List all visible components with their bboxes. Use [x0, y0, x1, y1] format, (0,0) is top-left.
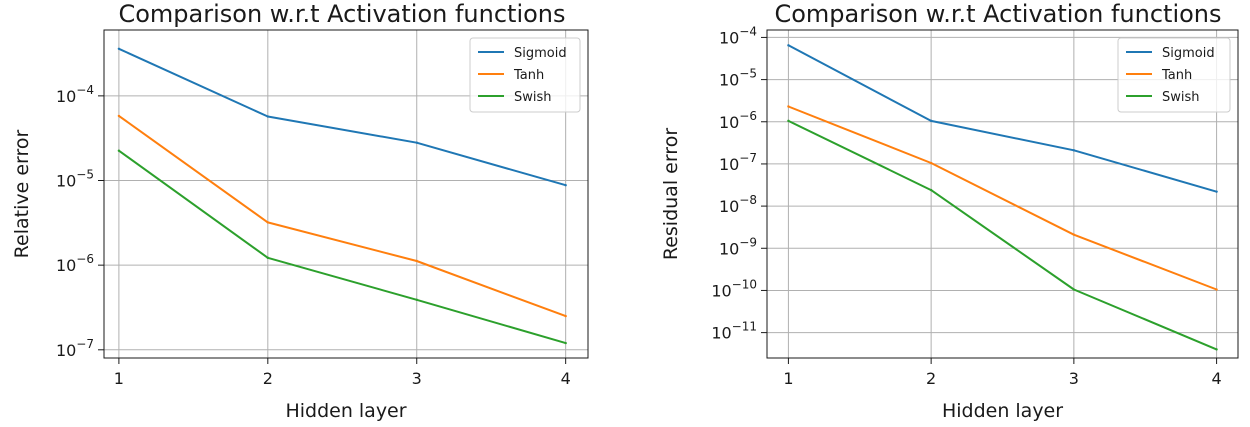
data-point-sigmoid	[266, 115, 270, 118]
y-tick-label: 10−4	[56, 83, 94, 106]
data-point-tanh	[266, 221, 270, 224]
y-tick-exponent: −9	[739, 235, 757, 249]
x-tick-label: 2	[263, 369, 273, 388]
legend-label-tanh: Tanh	[513, 68, 544, 83]
legend: Sigmoid Tanh Swish	[469, 37, 581, 113]
data-point-sigmoid	[787, 44, 790, 47]
x-tick-label: 3	[412, 369, 422, 388]
y-tick-base: 10	[56, 341, 76, 360]
data-point-tanh	[787, 105, 790, 108]
y-tick-exponent: −4	[76, 83, 94, 97]
y-tick-label: 10−6	[719, 109, 757, 132]
legend-label-sigmoid: Sigmoid	[1162, 46, 1215, 61]
y-tick-base: 10	[56, 172, 76, 191]
data-point-sigmoid	[1215, 190, 1218, 193]
data-point-tanh	[117, 114, 121, 118]
y-tick-label: 10−9	[719, 235, 757, 258]
y-tick-exponent: −11	[732, 320, 757, 334]
y-tick-label: 10−8	[719, 193, 757, 216]
plot-frame	[766, 29, 1239, 359]
y-tick-base: 10	[719, 155, 739, 174]
data-point-tanh	[415, 259, 418, 263]
chart-title: Comparison w.r.t Activation functions	[774, 0, 1221, 28]
data-point-sigmoid	[117, 47, 121, 50]
chart-title: Comparison w.r.t Activation functions	[118, 0, 565, 28]
data-point-swish	[117, 149, 121, 152]
y-tick-exponent: −10	[732, 277, 757, 291]
y-tick-exponent: −8	[739, 193, 757, 207]
legend-box	[469, 37, 581, 113]
data-point-swish	[787, 119, 790, 123]
y-tick-exponent: −4	[739, 24, 757, 38]
data-point-tanh	[1072, 233, 1076, 236]
data-point-swish	[266, 256, 270, 260]
y-tick-label: 10−5	[719, 67, 757, 90]
y-tick-base: 10	[719, 28, 739, 47]
y-tick-base: 10	[56, 87, 76, 106]
data-point-swish	[1215, 348, 1218, 351]
y-tick-exponent: −6	[76, 252, 94, 266]
series-line-sigmoid	[787, 44, 1217, 193]
x-tick-label: 1	[783, 369, 793, 388]
x-tick-label: 2	[926, 369, 936, 388]
legend-label-tanh: Tanh	[1161, 68, 1192, 83]
data-point-tanh	[1215, 288, 1218, 291]
series-line-tanh	[118, 115, 567, 318]
data-point-swish	[564, 341, 567, 345]
legend: Sigmoid Tanh Swish	[1117, 37, 1231, 113]
data-point-sigmoid	[415, 141, 418, 144]
y-tick-label: 10−10	[711, 277, 757, 300]
y-tick-base: 10	[719, 197, 739, 216]
y-tick-label: 10−11	[711, 320, 757, 343]
data-point-sigmoid	[564, 184, 567, 187]
x-axis-label: Hidden layer	[285, 400, 406, 422]
y-tick-base: 10	[719, 239, 739, 258]
y-tick-base: 10	[711, 281, 731, 300]
y-tick-label: 10−6	[56, 252, 94, 275]
y-tick-label: 10−7	[719, 151, 757, 174]
x-axis-label: Hidden layer	[942, 400, 1063, 422]
series-line-swish	[787, 120, 1217, 351]
data-point-tanh	[929, 161, 933, 165]
y-tick-exponent: −7	[739, 151, 757, 165]
y-tick-exponent: −6	[739, 109, 757, 123]
series-line-tanh	[788, 105, 1217, 291]
legend-box	[1117, 37, 1231, 113]
data-point-swish	[1072, 288, 1076, 291]
data-point-swish	[929, 188, 933, 192]
data-point-sigmoid	[1072, 149, 1076, 152]
y-tick-label: 10−5	[56, 168, 94, 191]
y-tick-exponent: −7	[76, 337, 94, 351]
legend-label-sigmoid: Sigmoid	[514, 46, 567, 61]
y-tick-base: 10	[711, 324, 731, 343]
y-tick-base: 10	[719, 71, 739, 90]
chart-panel-2: 1 2 3 410−1110−1010−910−810−710−610−510−4Co…	[660, 0, 1239, 422]
data-point-sigmoid	[929, 119, 933, 123]
y-tick-exponent: −5	[76, 168, 94, 182]
x-tick-label: 4	[1211, 369, 1221, 388]
data-point-tanh	[564, 314, 567, 318]
x-tick-label: 1	[114, 369, 124, 388]
x-tick-label: 4	[561, 369, 571, 388]
y-tick-base: 10	[56, 256, 76, 275]
plot-frame	[103, 29, 589, 359]
data-point-swish	[415, 298, 418, 301]
legend-label-swish: Swish	[1162, 90, 1200, 105]
x-tick-label: 3	[1069, 369, 1079, 388]
series-line-sigmoid	[118, 47, 566, 187]
legend-label-swish: Swish	[514, 90, 552, 105]
y-tick-label: 10−7	[56, 337, 94, 360]
y-axis-label: Relative error	[11, 129, 33, 258]
series-line-swish	[118, 149, 566, 345]
y-tick-base: 10	[719, 113, 739, 132]
y-tick-exponent: −5	[739, 67, 757, 81]
y-axis-label: Residual error	[660, 128, 682, 260]
y-tick-label: 10−4	[719, 24, 757, 47]
